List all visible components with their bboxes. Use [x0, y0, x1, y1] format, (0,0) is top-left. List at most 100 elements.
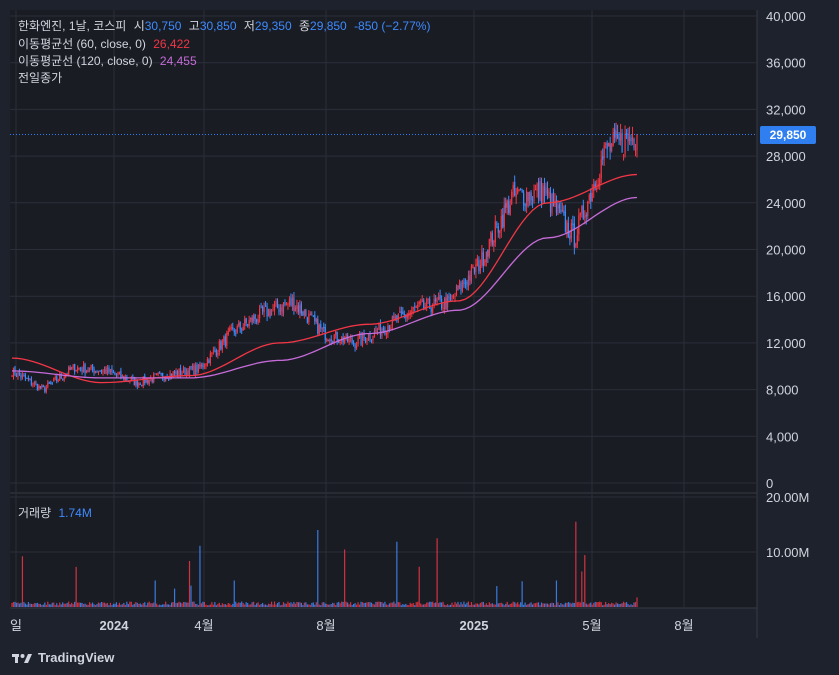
volume-bar — [338, 601, 340, 607]
candle-body — [142, 376, 144, 387]
volume-bar — [168, 604, 170, 607]
candle-body — [508, 200, 510, 214]
candle-body — [497, 226, 499, 233]
volume-bar — [530, 602, 532, 607]
volume-bar — [599, 601, 601, 607]
volume-bar — [608, 603, 610, 607]
candle-body — [487, 249, 489, 257]
volume-bar — [200, 603, 203, 607]
volume-bar — [482, 601, 484, 607]
candle-body — [188, 366, 191, 377]
candle-body — [514, 182, 516, 196]
candle-body — [585, 214, 587, 217]
candle-body — [534, 189, 537, 191]
volume-bar — [411, 603, 413, 607]
candle-body — [406, 315, 408, 319]
volume-bar — [171, 602, 173, 607]
candle-body — [284, 301, 286, 305]
volume-bar — [56, 603, 58, 607]
volume-bar — [569, 602, 571, 607]
candle-body — [379, 323, 382, 335]
candle-body — [147, 379, 149, 384]
volume-bar — [366, 602, 368, 607]
candle-body — [193, 366, 195, 375]
high-label: 고30,850 — [188, 19, 237, 33]
volume-bar — [611, 602, 613, 607]
volume-bar — [238, 602, 240, 607]
candle-body — [29, 378, 31, 380]
candle-body — [432, 307, 434, 314]
volume-bar — [26, 604, 28, 607]
candle-body — [438, 296, 440, 300]
volume-bar — [294, 603, 297, 607]
volume-bar — [376, 601, 379, 607]
candle-body — [138, 382, 140, 386]
volume-legend[interactable]: 거래량 1.74M — [18, 505, 96, 521]
candle-body — [536, 184, 538, 191]
candle-body — [563, 209, 565, 214]
volume-bar — [82, 604, 85, 607]
candle-body — [171, 373, 173, 377]
candle-body — [112, 372, 115, 374]
candle-body — [223, 336, 225, 342]
volume-bar — [579, 602, 581, 607]
volume-bar — [159, 604, 161, 607]
volume-bar — [45, 604, 47, 607]
candle-body — [518, 190, 520, 192]
volume-bar — [145, 605, 147, 607]
candle-body — [32, 384, 34, 386]
volume-bar — [458, 604, 461, 607]
volume-bar — [248, 604, 250, 607]
candle-body — [54, 377, 56, 379]
volume-bar — [329, 604, 331, 607]
candle-body — [11, 375, 13, 377]
volume-bar — [12, 602, 15, 607]
candle-body — [118, 371, 120, 374]
price-tick-label: 16,000 — [766, 289, 806, 304]
volume-bar — [285, 603, 288, 607]
candle-body — [382, 328, 385, 330]
candle-body — [526, 191, 528, 206]
candle-body — [42, 385, 44, 387]
candle-body — [442, 307, 444, 309]
candle-body — [68, 367, 70, 374]
volume-bar — [35, 603, 37, 607]
volume-bar — [439, 602, 441, 607]
volume-bar — [341, 601, 343, 607]
volume-bar — [29, 603, 31, 607]
volume-bar — [373, 604, 376, 607]
candle-body — [455, 286, 458, 295]
candle-body — [261, 306, 264, 312]
candle-body — [239, 321, 241, 329]
candle-body — [484, 260, 486, 266]
volume-bar — [534, 603, 537, 607]
candle-body — [199, 364, 201, 368]
price-tick-label: 24,000 — [766, 196, 806, 211]
candle-body — [181, 373, 183, 375]
candle-body — [317, 319, 319, 334]
tradingview-logo[interactable]: TradingView — [12, 650, 114, 665]
volume-bar — [391, 602, 393, 607]
candle-body — [443, 298, 446, 310]
candle-body — [631, 136, 634, 142]
tradingview-icon — [12, 653, 32, 663]
ma120-legend[interactable]: 이동평균선 (120, close, 0) 24,455 — [18, 53, 201, 69]
volume-bar — [423, 604, 425, 607]
volume-bar — [230, 605, 232, 607]
candle-body — [575, 243, 577, 248]
prev-close-legend[interactable]: 전일종가 — [18, 70, 66, 86]
volume-bar — [481, 601, 483, 607]
volume-bar — [288, 603, 291, 607]
volume-bar — [618, 604, 620, 607]
ma60-line — [11, 173, 638, 384]
candle-body — [59, 374, 61, 381]
volume-bar — [375, 601, 377, 607]
volume-bar — [455, 603, 458, 607]
candle-body — [205, 364, 207, 366]
ma60-legend[interactable]: 이동평균선 (60, close, 0) 26,422 — [18, 36, 194, 52]
volume-bar — [105, 603, 107, 607]
candle-body — [348, 338, 350, 343]
candle-body — [300, 303, 302, 314]
